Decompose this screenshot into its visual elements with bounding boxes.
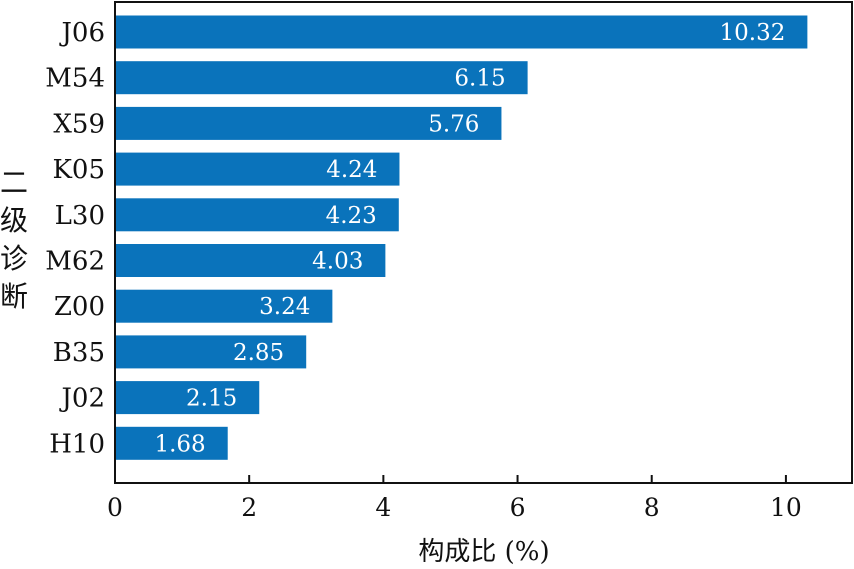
bar-J02 [116,381,260,415]
y-axis-title-char: 二 [0,166,28,199]
category-label-Z00: Z00 [54,292,105,322]
value-label-H10: 1.68 [154,431,205,457]
value-label-K05: 4.24 [326,157,377,183]
bar-K05 [116,152,400,186]
category-label-H10: H10 [49,429,105,459]
value-label-X59: 5.76 [428,111,479,137]
value-labels-layer: 10.32 6.15 5.76 4.24 4.23 4.033.24 2.85 2.15 1.6… [154,20,785,457]
category-label-J02: J02 [58,384,105,414]
value-label-J06: 10.32 [720,20,786,46]
x-tick-label-4: 4 [375,493,391,522]
bar-X59 [116,106,502,140]
value-label-J02: 2.15 [186,386,237,412]
category-label-L30: L30 [55,201,105,231]
category-label-M62: M62 [45,247,105,277]
plot-frame [114,1,853,484]
category-label-X59: X59 [53,109,105,139]
bar-H10 [116,426,228,460]
value-label-Z00: 3.24 [259,294,310,320]
x-tick-label-8: 8 [644,493,660,522]
y-axis-title-char: 级 [0,204,28,237]
category-label-J06: J06 [58,18,105,48]
bars-layer [116,15,808,460]
bar-M62 [116,244,386,277]
y-axis-title-char: 断 [0,280,28,313]
category-labels-layer: J06 M54 X59 K05 L30 M62 Z00 B35 J02 H10 [45,18,105,459]
x-tick-label-2: 2 [241,493,257,522]
bar-Z00 [116,289,333,323]
category-label-M54: M54 [45,64,105,94]
value-label-M54: 6.15 [454,66,505,92]
category-label-K05: K05 [52,155,105,185]
bar-M54 [116,61,528,95]
value-label-M62: 4.03 [312,249,363,275]
bar-J06 [116,15,808,49]
value-label-L30: 4.23 [326,203,377,229]
x-tick-label-10: 10 [770,493,802,522]
x-tick-label-0: 0 [107,493,123,522]
bar-L30 [116,198,399,232]
x-tick-label-6: 6 [510,493,526,522]
y-axis-title-char: 诊 [0,242,28,275]
x-axis-title: 构成比 (%) [418,537,549,567]
bar-B35 [116,335,307,369]
category-label-B35: B35 [53,338,105,368]
value-label-B35: 2.85 [233,340,284,366]
